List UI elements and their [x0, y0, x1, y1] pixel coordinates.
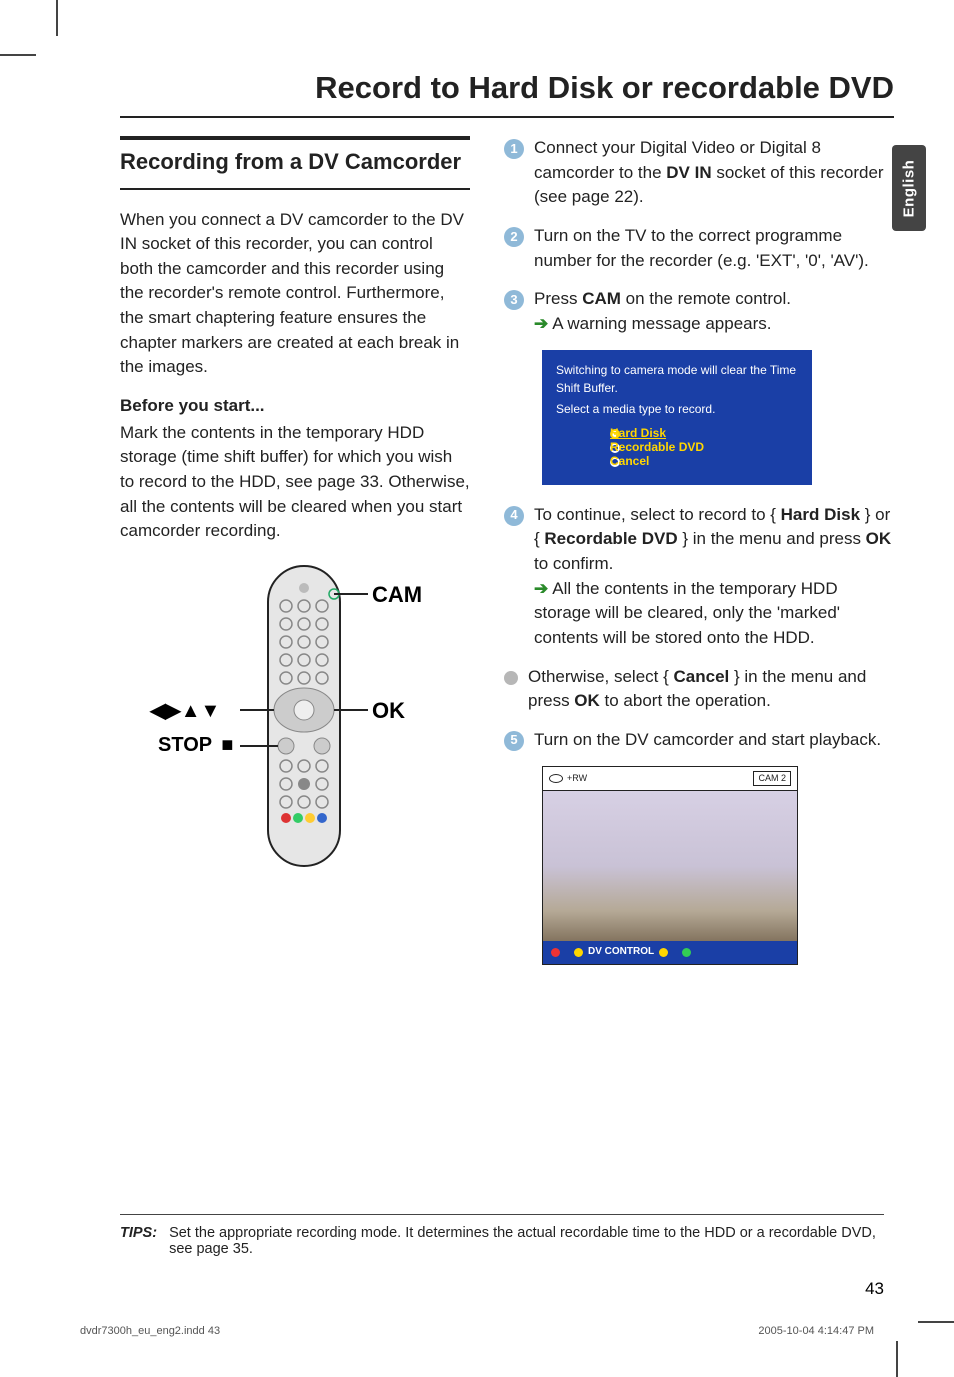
step-content: Turn on the DV camcorder and start playb…: [534, 728, 894, 753]
result-arrow-icon: ➔: [534, 314, 548, 333]
text: on the remote control.: [621, 289, 791, 308]
intro-text: When you connect a DV camcorder to the D…: [120, 208, 470, 380]
bold: CAM: [582, 289, 621, 308]
tips-section: TIPS: Set the appropriate recording mode…: [120, 1214, 884, 1257]
right-body: 1 Connect your Digital Video or Digital …: [504, 136, 894, 965]
dialog-line: Switching to camera mode will clear the …: [556, 362, 798, 397]
text: to abort the operation.: [600, 691, 771, 710]
option-recordable-dvd: Recordable DVD: [610, 443, 798, 453]
section-heading-wrap: Recording from a DV Camcorder: [120, 136, 470, 190]
option-hard-disk: Hard Disk: [610, 429, 798, 439]
page: Record to Hard Disk or recordable DVD En…: [0, 0, 954, 1377]
step-number-icon: 3: [504, 290, 524, 310]
step-content: Connect your Digital Video or Digital 8 …: [534, 136, 894, 210]
bold: OK: [866, 529, 892, 548]
tips-label: TIPS:: [120, 1225, 157, 1257]
result-text: All the contents in the temporary HDD st…: [534, 579, 840, 647]
tv-screenshot: +RW CAM 2 DV CONTROL: [542, 766, 798, 965]
before-text: Mark the contents in the temporary HDD s…: [120, 421, 470, 544]
section-heading: Recording from a DV Camcorder: [120, 148, 470, 176]
bullet: Otherwise, select { Cancel } in the menu…: [504, 665, 894, 714]
yellow-dot-icon: [574, 948, 583, 957]
left-column: Recording from a DV Camcorder When you c…: [120, 136, 470, 965]
bold: Recordable DVD: [544, 529, 677, 548]
stop-label: STOP: [158, 734, 212, 756]
footer-right: 2005-10-04 4:14:47 PM: [758, 1325, 874, 1337]
text: Press: [534, 289, 582, 308]
tv-image: [543, 791, 797, 941]
footer-left: dvdr7300h_eu_eng2.indd 43: [80, 1325, 220, 1337]
bold: OK: [574, 691, 600, 710]
dialog-line: Select a media type to record.: [556, 401, 798, 418]
columns: Recording from a DV Camcorder When you c…: [120, 136, 894, 965]
step-number-icon: 2: [504, 227, 524, 247]
disc-icon: [549, 774, 563, 783]
arrows-label: ◀▶▲▼: [150, 698, 220, 723]
red-dot-icon: [551, 948, 560, 957]
cam-label: CAM: [372, 582, 422, 608]
yellow-dot-icon: [659, 948, 668, 957]
page-title: Record to Hard Disk or recordable DVD: [120, 70, 894, 118]
step-number-icon: 1: [504, 139, 524, 159]
result-text: A warning message appears.: [552, 314, 771, 333]
text: } in the menu and press: [678, 529, 866, 548]
step-content: To continue, select to record to { Hard …: [534, 503, 894, 651]
right-column: 1 Connect your Digital Video or Digital …: [504, 136, 894, 965]
bold: DV IN: [666, 163, 711, 182]
footer-meta: dvdr7300h_eu_eng2.indd 43 2005-10-04 4:1…: [80, 1325, 874, 1337]
bold: Hard Disk: [781, 505, 860, 524]
step-5: 5 Turn on the DV camcorder and start pla…: [504, 728, 894, 753]
tv-footer: DV CONTROL: [543, 941, 797, 964]
bullet-icon: [504, 671, 518, 685]
option-label: Cancel: [610, 453, 649, 470]
step-number-icon: 5: [504, 731, 524, 751]
tv-cam2: CAM 2: [753, 771, 791, 786]
step-number-icon: 4: [504, 506, 524, 526]
remote-diagram: CAM OK ◀▶▲▼ STOP ■: [138, 558, 438, 878]
step-4: 4 To continue, select to record to { Har…: [504, 503, 894, 651]
dv-control-label: DV CONTROL: [588, 945, 654, 960]
step-content: Turn on the TV to the correct programme …: [534, 224, 894, 273]
step-2: 2 Turn on the TV to the correct programm…: [504, 224, 894, 273]
text: Otherwise, select {: [528, 667, 674, 686]
step-content: Press CAM on the remote control. ➔A warn…: [534, 287, 894, 336]
step-3: 3 Press CAM on the remote control. ➔A wa…: [504, 287, 894, 336]
tips-text: Set the appropriate recording mode. It d…: [169, 1225, 884, 1257]
stop-icon: ■: [221, 734, 233, 756]
text: To continue, select to record to {: [534, 505, 781, 524]
page-number: 43: [865, 1279, 884, 1299]
body-text: When you connect a DV camcorder to the D…: [120, 208, 470, 544]
text: to confirm.: [534, 554, 613, 573]
green-dot-icon: [682, 948, 691, 957]
language-tab-label: English: [901, 159, 918, 217]
result-arrow-icon: ➔: [534, 579, 548, 598]
before-label: Before you start...: [120, 394, 470, 419]
option-cancel: Cancel: [610, 457, 798, 467]
tv-rw: +RW: [567, 772, 587, 785]
bullet-content: Otherwise, select { Cancel } in the menu…: [528, 665, 894, 714]
language-tab: English: [892, 145, 926, 231]
ok-label: OK: [372, 698, 405, 724]
tv-header: +RW CAM 2: [543, 767, 797, 791]
step-1: 1 Connect your Digital Video or Digital …: [504, 136, 894, 210]
bold: Cancel: [674, 667, 730, 686]
warning-dialog: Switching to camera mode will clear the …: [542, 350, 812, 484]
